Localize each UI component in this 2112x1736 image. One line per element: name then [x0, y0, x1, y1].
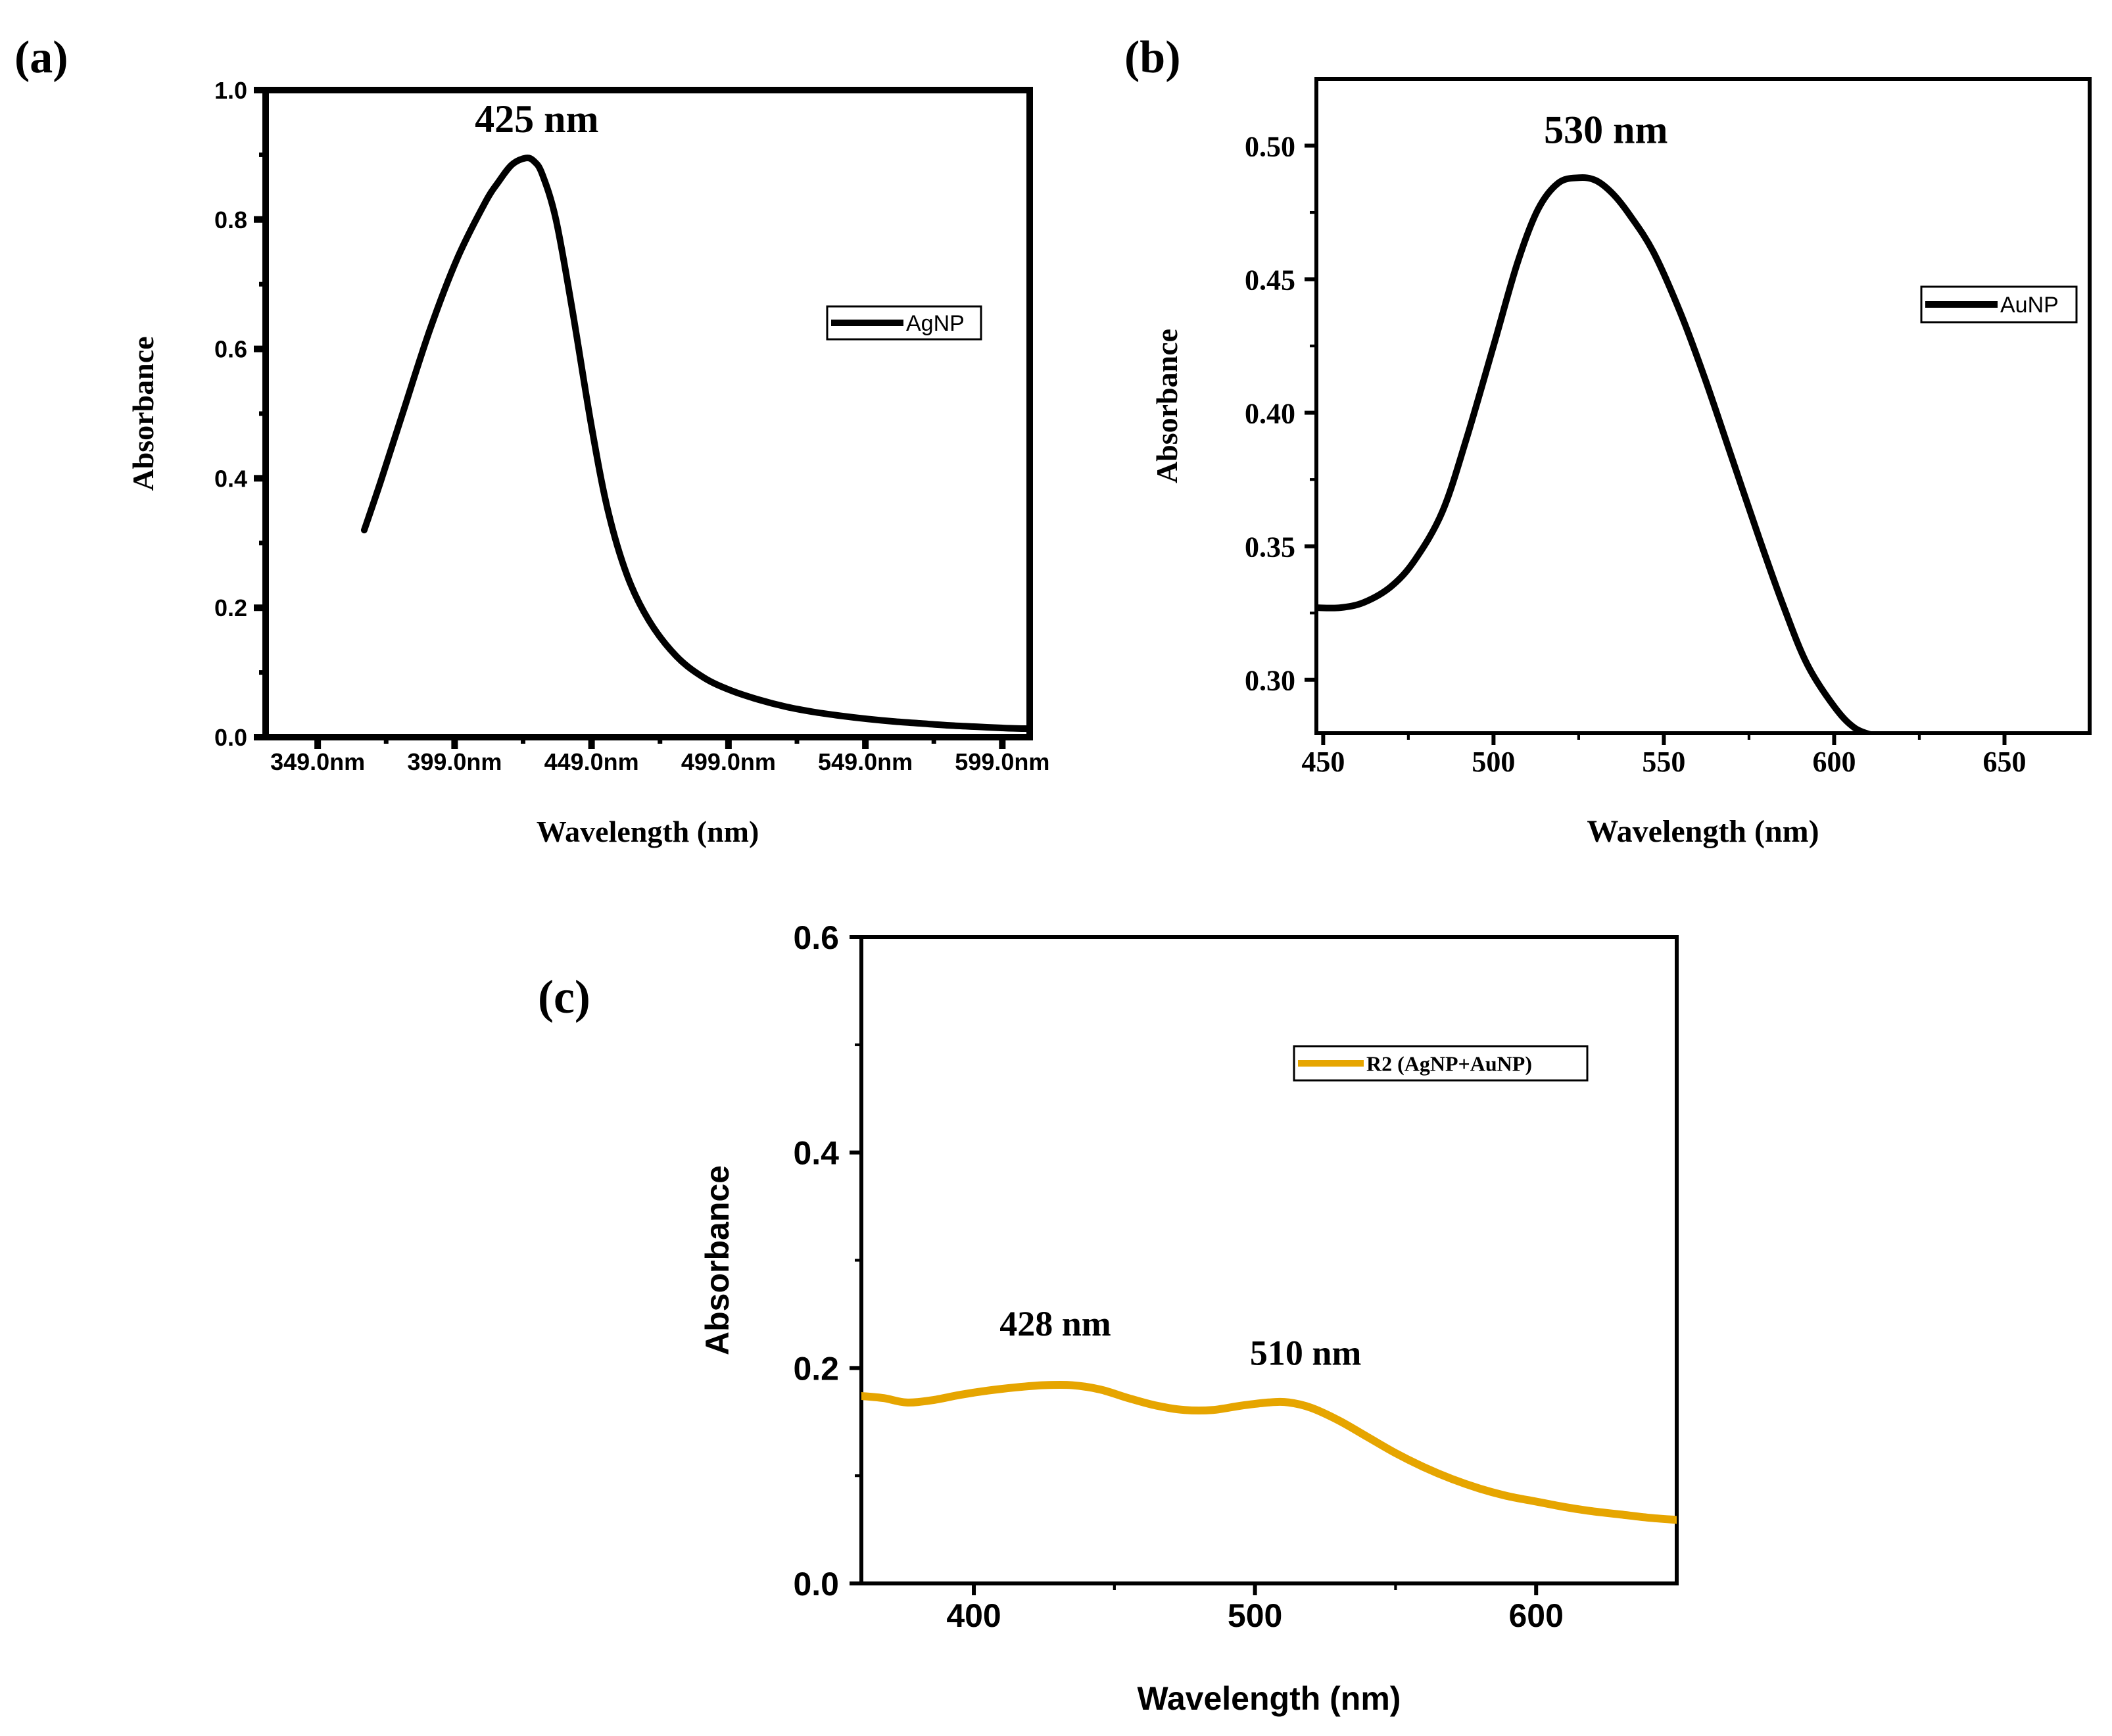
x-tick-label: 399.0nm	[407, 748, 502, 775]
x-axis-label: Wavelength (nm)	[537, 815, 759, 848]
x-tick-label: 600	[1508, 1597, 1563, 1634]
y-tick-label: 0.8	[214, 206, 247, 233]
x-tick-label: 500	[1228, 1597, 1282, 1634]
y-tick-label: 0.4	[214, 465, 247, 492]
y-tick-label: 0.30	[1245, 665, 1295, 697]
series-line	[360, 155, 1030, 733]
peak-annotation: 510 nm	[1250, 1333, 1362, 1372]
y-tick-label: 0.35	[1245, 531, 1295, 564]
legend-label: AuNP	[2000, 293, 2059, 318]
y-axis-label: Absorbance	[126, 336, 160, 491]
panel-a-chart: 349.0nm 399.0nm 449.0nm 499.0nm 549.0nm 599.0…	[14, 32, 1049, 848]
panel-c-chart: 400 500 600 0.0 0.2 0.4 0.6 Wavelength (nm) Abso…	[538, 919, 1679, 1717]
y-tick-label: 0.4	[793, 1135, 839, 1172]
panel-label: (a)	[14, 32, 68, 83]
x-tick-label: 650	[1982, 746, 2026, 778]
x-tick-label: 499.0nm	[681, 748, 776, 775]
y-tick-label: 0.0	[214, 724, 247, 751]
panel-label: (b)	[1124, 32, 1181, 83]
series-line	[861, 1380, 1677, 1524]
y-tick-label: 0.2	[793, 1350, 839, 1387]
x-tick-label: 600	[1812, 746, 1856, 778]
y-tick-label: 0.6	[214, 336, 247, 363]
legend-label: AgNP	[906, 311, 965, 336]
x-tick-label: 400	[946, 1597, 1001, 1634]
x-axis-label: Wavelength (nm)	[1587, 814, 1819, 849]
plot-frame	[1314, 77, 2092, 735]
peak-annotation: 425 nm	[475, 97, 598, 141]
panel-b-chart: 450 500 550 600 650 0.30 0.35 0.40 0.45 0.50 Wavel…	[1124, 32, 2092, 849]
y-tick-label: 0.6	[793, 919, 839, 956]
x-tick-label: 349.0nm	[270, 748, 365, 775]
x-tick-label: 550	[1642, 746, 1685, 778]
panel-label: (c)	[538, 971, 590, 1023]
x-tick-label: 500	[1472, 746, 1515, 778]
y-axis-label: Absorbance	[699, 1165, 736, 1355]
y-tick-label: 1.0	[214, 77, 247, 104]
y-tick-label: 0.50	[1245, 130, 1295, 162]
peak-annotation: 530 nm	[1544, 108, 1668, 151]
x-tick-label: 449.0nm	[544, 748, 639, 775]
x-tick-label: 549.0nm	[818, 748, 913, 775]
y-tick-label: 0.2	[214, 594, 247, 621]
y-axis-label: Absorbance	[1150, 329, 1184, 483]
x-tick-label: 450	[1301, 746, 1345, 778]
x-tick-label: 599.0nm	[955, 748, 1049, 775]
y-tick-label: 0.40	[1245, 397, 1295, 429]
legend-label: R2 (AgNP+AuNP)	[1366, 1052, 1532, 1076]
x-axis-label: Wavelength (nm)	[1138, 1680, 1401, 1717]
y-tick-label: 0.45	[1245, 264, 1295, 296]
series-line	[1316, 174, 1877, 733]
y-tick-label: 0.0	[793, 1566, 839, 1603]
peak-annotation: 428 nm	[999, 1304, 1111, 1343]
